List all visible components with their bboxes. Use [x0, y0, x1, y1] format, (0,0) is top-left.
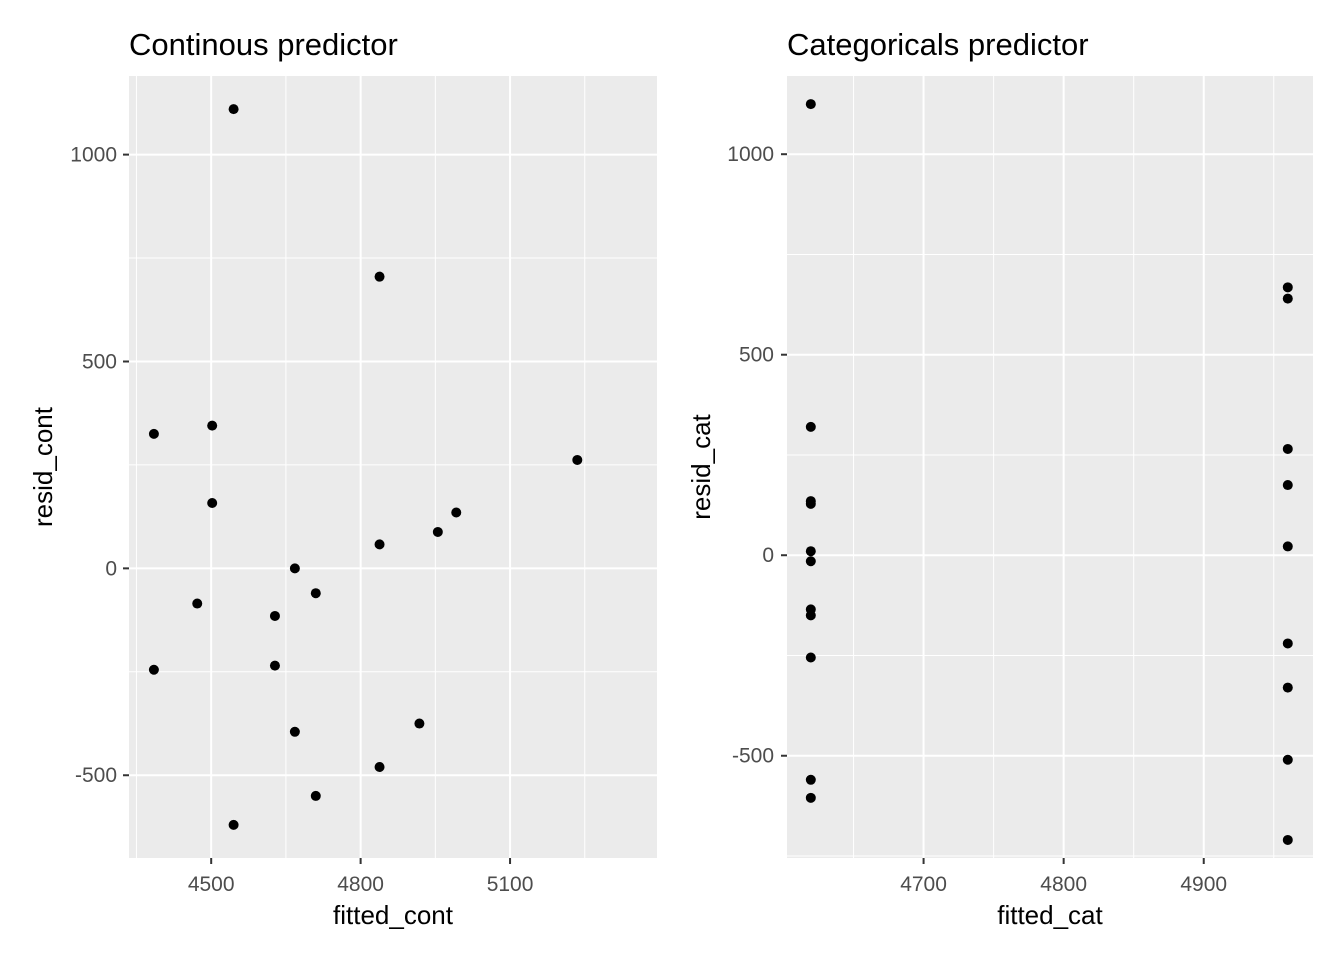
data-point	[572, 454, 583, 465]
data-point	[148, 664, 159, 675]
data-point	[805, 792, 816, 803]
data-point	[289, 726, 300, 737]
y-tick-label: 500	[739, 344, 774, 367]
data-point	[805, 610, 816, 621]
data-point	[289, 563, 300, 574]
data-point	[310, 790, 321, 801]
data-point	[269, 660, 280, 671]
plot-background	[787, 76, 1313, 858]
data-point	[207, 497, 218, 508]
data-point	[228, 104, 239, 115]
x-tick-label: 5100	[487, 873, 534, 896]
data-point	[374, 271, 385, 282]
data-point	[414, 718, 425, 729]
x-tick-label: 4800	[337, 873, 384, 896]
data-point	[805, 774, 816, 785]
x-tick-label: 4700	[900, 873, 947, 896]
data-point	[1282, 480, 1293, 491]
chart-title: Continous predictor	[129, 27, 398, 62]
y-tick-label: 500	[82, 350, 117, 373]
y-axis-title: resid_cat	[686, 413, 716, 519]
data-point	[207, 420, 218, 431]
data-point	[374, 761, 385, 772]
data-point	[310, 588, 321, 599]
data-point	[1282, 443, 1293, 454]
data-point	[805, 546, 816, 557]
x-axis-title: fitted_cont	[333, 900, 454, 930]
y-tick-label: -500	[75, 764, 117, 787]
data-point	[1282, 293, 1293, 304]
data-point	[269, 610, 280, 621]
y-tick-label: 0	[762, 544, 774, 567]
y-axis-title: resid_cont	[28, 406, 58, 527]
data-point	[451, 507, 462, 518]
data-point	[1282, 834, 1293, 845]
plot-background	[129, 76, 657, 858]
x-tick-label: 4500	[188, 873, 235, 896]
data-point	[374, 539, 385, 550]
data-point	[228, 819, 239, 830]
data-point	[1282, 682, 1293, 693]
data-point	[432, 526, 443, 537]
data-point	[1282, 282, 1293, 293]
panel-categorical: 4700 4800 4900 -500 0 500 1000 Categoricals pre…	[686, 27, 1313, 930]
panel-continuous: 4500 4800 5100 -500 0 500 1000 Continous predic…	[28, 27, 657, 930]
x-axis-title: fitted_cat	[997, 900, 1103, 930]
data-point	[1282, 638, 1293, 649]
data-point	[192, 598, 203, 609]
data-point	[805, 556, 816, 567]
y-tick-label: -500	[732, 745, 774, 768]
data-point	[805, 99, 816, 110]
data-point	[805, 498, 816, 509]
data-point	[805, 652, 816, 663]
y-tick-label: 1000	[70, 144, 117, 167]
data-point	[805, 421, 816, 432]
chart-title: Categoricals predictor	[787, 27, 1089, 62]
data-point	[148, 428, 159, 439]
x-tick-label: 4800	[1040, 873, 1087, 896]
data-point	[1282, 541, 1293, 552]
y-tick-label: 0	[105, 557, 117, 580]
data-point	[1282, 754, 1293, 765]
y-tick-label: 1000	[727, 143, 774, 166]
x-tick-label: 4900	[1180, 873, 1227, 896]
